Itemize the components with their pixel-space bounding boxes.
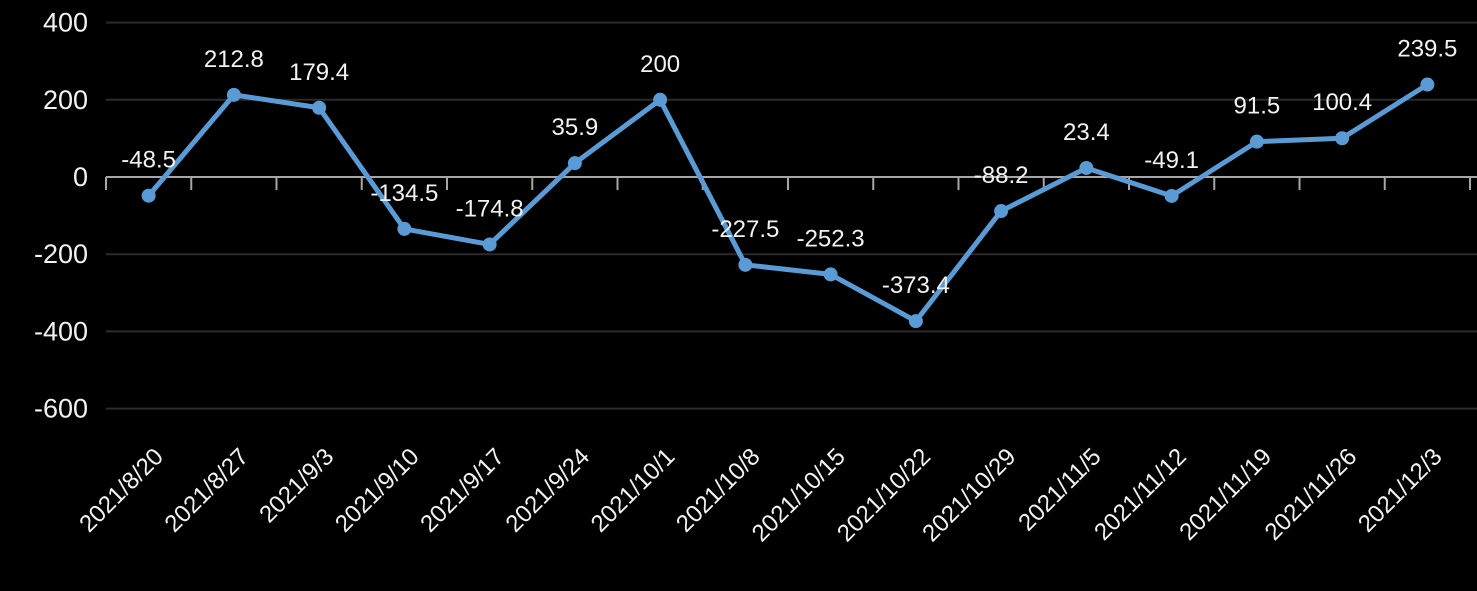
- data-label: 35.9: [552, 114, 599, 141]
- data-label: 23.4: [1063, 119, 1110, 146]
- y-axis-label: 400: [43, 8, 88, 38]
- data-point: [482, 237, 497, 252]
- data-point: [994, 204, 1009, 219]
- data-point: [908, 314, 923, 329]
- data-point: [1164, 188, 1179, 203]
- data-point: [1420, 77, 1435, 92]
- data-label: -373.4: [882, 272, 950, 299]
- y-axis-label: 0: [73, 162, 88, 192]
- data-label: -134.5: [370, 180, 438, 207]
- data-label: -49.1: [1144, 147, 1199, 174]
- data-point: [226, 87, 241, 102]
- data-point: [738, 257, 753, 272]
- data-label: 200: [640, 51, 680, 78]
- y-axis-label: -600: [34, 394, 88, 424]
- data-label: 212.8: [204, 46, 264, 73]
- data-point: [141, 188, 156, 203]
- data-label: -252.3: [797, 225, 865, 252]
- data-point: [312, 100, 327, 115]
- data-label: 100.4: [1312, 89, 1372, 116]
- data-label: -48.5: [121, 147, 176, 174]
- data-point: [1079, 160, 1094, 175]
- data-point: [397, 221, 412, 236]
- y-axis-label: 200: [43, 85, 88, 115]
- series-line: [146, 82, 1430, 324]
- data-point: [1249, 134, 1264, 149]
- data-label: 179.4: [289, 59, 349, 86]
- data-label: -174.8: [456, 195, 524, 222]
- data-point: [567, 156, 582, 171]
- data-label: -88.2: [974, 162, 1029, 189]
- y-axis-label: -400: [34, 316, 88, 346]
- data-label: 91.5: [1234, 93, 1281, 120]
- data-label: -227.5: [711, 216, 779, 243]
- data-point: [823, 267, 838, 282]
- data-point: [1335, 131, 1350, 146]
- data-label: 239.5: [1397, 36, 1457, 63]
- y-axis-label: -200: [34, 239, 88, 269]
- data-point: [653, 92, 668, 107]
